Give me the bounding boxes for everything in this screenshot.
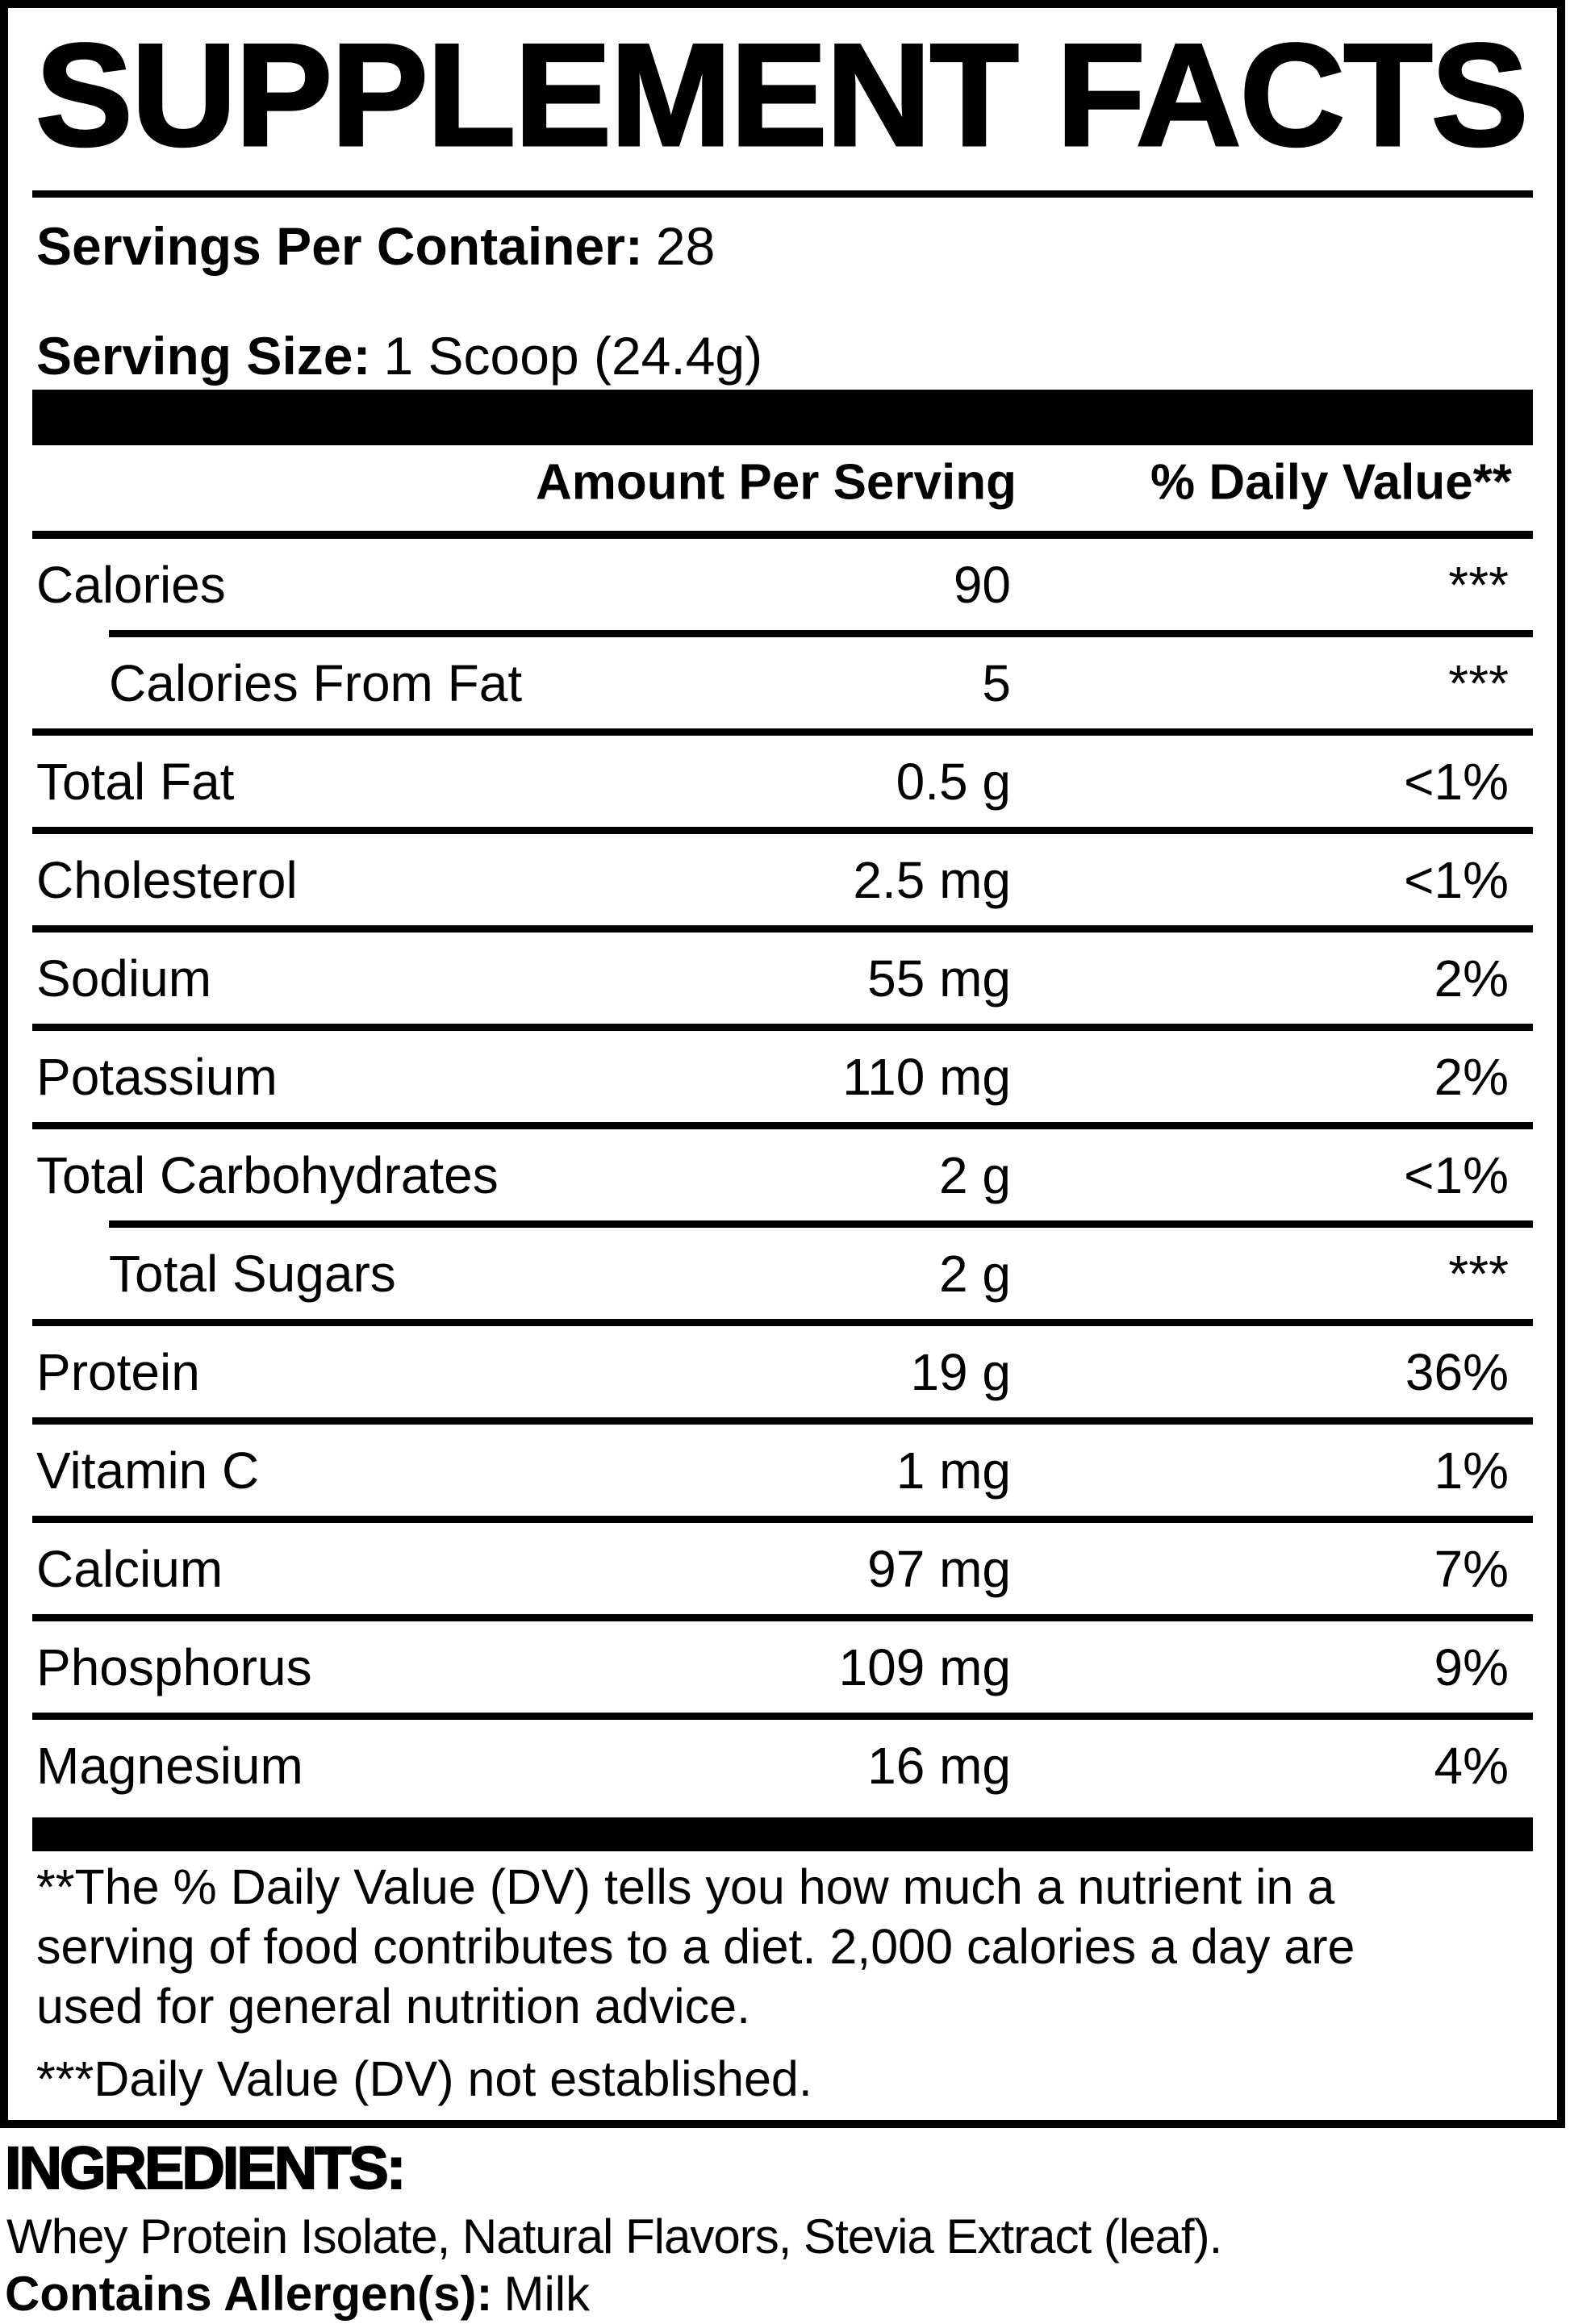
daily-value-header: % Daily Value**	[1150, 454, 1512, 511]
nutrient-row: Calories From Fat 5 ***	[32, 637, 1533, 728]
row-divider	[32, 1319, 1533, 1326]
nutrient-daily-value: ***	[1448, 1244, 1509, 1303]
nutrient-daily-value: ***	[1448, 555, 1509, 614]
nutrient-row: Sodium 55 mg 2%	[32, 933, 1533, 1024]
nutrient-name: Phosphorus	[36, 1638, 312, 1696]
nutrient-daily-value: 9%	[1434, 1638, 1509, 1696]
nutrient-daily-value: 36%	[1405, 1342, 1509, 1401]
nutrient-amount: 16 mg	[867, 1736, 1011, 1795]
nutrient-row: Magnesium 16 mg 4%	[32, 1720, 1533, 1811]
row-divider	[32, 1024, 1533, 1031]
separator-bar-bottom	[32, 1817, 1533, 1851]
row-divider	[32, 728, 1533, 736]
footnote-dv-line: serving of food contributes to a diet. 2…	[36, 1919, 1355, 1974]
nutrient-name: Total Carbohydrates	[36, 1145, 499, 1204]
footnote-dv-line: used for general nutrition advice.	[36, 1979, 751, 2034]
servings-per-container-value: 28	[655, 216, 716, 276]
row-divider	[32, 1417, 1533, 1425]
servings-per-container-line: Servings Per Container: 28	[36, 215, 715, 277]
nutrient-row: Calories 90 ***	[32, 539, 1533, 630]
nutrient-name: Calcium	[36, 1539, 223, 1598]
nutrient-amount: 2.5 mg	[853, 850, 1011, 909]
ingredients-list: Whey Protein Isolate, Natural Flavors, S…	[6, 2209, 1222, 2264]
row-divider	[32, 1614, 1533, 1621]
serving-size-line: Serving Size: 1 Scoop (24.4g)	[36, 324, 762, 387]
nutrient-row: Potassium 110 mg 2%	[32, 1031, 1533, 1122]
allergen-value: Milk	[503, 2267, 591, 2321]
nutrient-amount: 1 mg	[896, 1441, 1011, 1500]
separator-bar-top	[32, 390, 1533, 445]
nutrient-daily-value: 1%	[1434, 1441, 1509, 1500]
nutrient-row: Calcium 97 mg 7%	[32, 1523, 1533, 1614]
serving-size-label: Serving Size:	[36, 326, 371, 386]
nutrient-rows: Calories 90 *** Calories From Fat 5 *** …	[32, 539, 1533, 1811]
ingredients-heading: INGREDIENTS:	[4, 2134, 407, 2202]
nutrient-amount: 90	[953, 555, 1011, 614]
row-divider	[32, 1122, 1533, 1129]
nutrient-amount: 5	[982, 653, 1011, 712]
row-divider	[109, 1220, 1533, 1228]
page-title: SUPPLEMENT FACTS	[35, 13, 1530, 178]
nutrient-amount: 55 mg	[867, 949, 1011, 1008]
nutrient-amount: 19 g	[910, 1342, 1011, 1401]
nutrient-row: Total Carbohydrates 2 g <1%	[32, 1129, 1533, 1220]
nutrient-row: Total Fat 0.5 g <1%	[32, 736, 1533, 827]
nutrient-amount: 109 mg	[838, 1638, 1011, 1696]
nutrient-name: Total Fat	[36, 752, 235, 811]
nutrient-name: Vitamin C	[36, 1441, 260, 1500]
row-divider	[32, 827, 1533, 834]
nutrient-name: Magnesium	[36, 1736, 303, 1795]
nutrient-daily-value: 7%	[1434, 1539, 1509, 1598]
footnote-not-established: ***Daily Value (DV) not established.	[36, 2051, 812, 2106]
nutrient-daily-value: 2%	[1434, 949, 1509, 1008]
header-divider	[32, 531, 1533, 539]
allergen-line: Contains Allergen(s): Milk	[5, 2268, 590, 2320]
nutrient-row: Phosphorus 109 mg 9%	[32, 1621, 1533, 1713]
footnotes: **The % Daily Value (DV) tells you how m…	[36, 1857, 1521, 2109]
nutrient-row: Protein 19 g 36%	[32, 1326, 1533, 1417]
nutrient-amount: 97 mg	[867, 1539, 1011, 1598]
nutrient-daily-value: <1%	[1404, 850, 1509, 909]
nutrient-amount: 2 g	[939, 1145, 1011, 1204]
nutrient-row: Cholesterol 2.5 mg <1%	[32, 834, 1533, 925]
nutrient-name: Total Sugars	[109, 1244, 396, 1303]
nutrient-row: Vitamin C 1 mg 1%	[32, 1425, 1533, 1516]
nutrient-amount: 0.5 g	[896, 752, 1011, 811]
nutrient-daily-value: <1%	[1404, 1145, 1509, 1204]
nutrient-name: Calories	[36, 555, 226, 614]
serving-size-value: 1 Scoop (24.4g)	[383, 326, 763, 386]
nutrient-daily-value: ***	[1448, 653, 1509, 712]
nutrient-amount: 2 g	[939, 1244, 1011, 1303]
row-divider	[32, 1713, 1533, 1720]
nutrient-daily-value: 2%	[1434, 1047, 1509, 1106]
nutrient-amount: 110 mg	[842, 1047, 1011, 1106]
facts-box: SUPPLEMENT FACTS Servings Per Container:…	[0, 0, 1565, 2128]
nutrient-name: Calories From Fat	[109, 653, 523, 712]
amount-per-serving-header: Amount Per Serving	[536, 454, 1017, 511]
nutrient-row: Total Sugars 2 g ***	[32, 1228, 1533, 1319]
nutrient-name: Cholesterol	[36, 850, 298, 909]
row-divider	[32, 925, 1533, 933]
nutrient-daily-value: <1%	[1404, 752, 1509, 811]
row-divider	[109, 630, 1533, 637]
column-headers: Amount Per Serving % Daily Value**	[32, 453, 1533, 511]
servings-per-container-label: Servings Per Container:	[36, 216, 643, 276]
footnote-dv-line: **The % Daily Value (DV) tells you how m…	[36, 1859, 1335, 1914]
allergen-label: Contains Allergen(s):	[5, 2267, 493, 2321]
row-divider	[32, 1516, 1533, 1523]
title-divider	[32, 190, 1533, 198]
nutrient-name: Sodium	[36, 949, 211, 1008]
nutrient-name: Protein	[36, 1342, 200, 1401]
nutrient-name: Potassium	[36, 1047, 278, 1106]
nutrient-daily-value: 4%	[1434, 1736, 1509, 1795]
